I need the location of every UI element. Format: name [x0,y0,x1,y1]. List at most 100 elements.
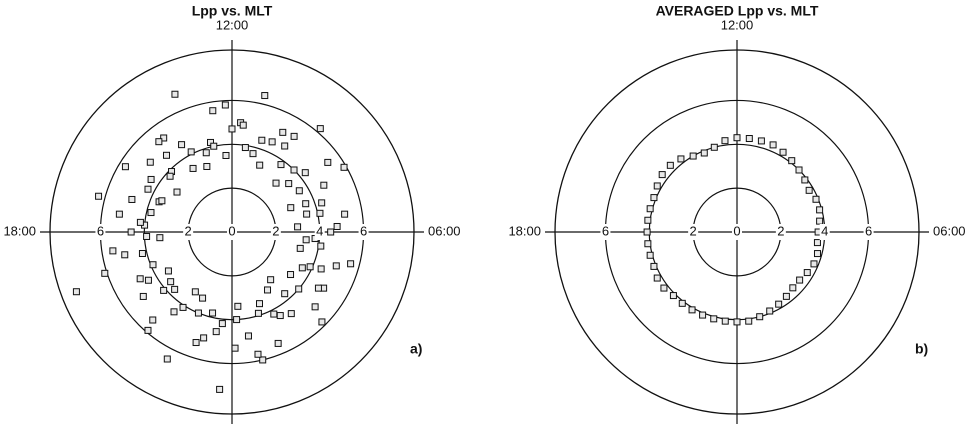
point [144,185,152,193]
label-bg [863,224,874,240]
point [317,265,325,273]
point [290,132,298,140]
point [317,242,325,250]
point [138,249,146,257]
point [158,197,166,205]
point [72,288,80,296]
point [306,263,314,271]
r-tick-label: 6 [97,223,104,238]
point [333,222,341,230]
point [302,236,310,244]
point [678,299,686,307]
point [210,142,218,150]
point [733,318,741,326]
label-bg [688,224,699,240]
r-tick-label: 4 [316,223,323,238]
point [805,186,813,194]
point [254,350,262,358]
point [173,188,181,196]
point [160,286,168,294]
point [166,172,174,180]
point [782,292,790,300]
point [147,209,155,217]
angle-tick-label: 06:00 [428,223,461,238]
point [272,179,280,187]
point [216,385,224,393]
point [813,250,821,258]
origin-label: 0 [733,223,740,238]
point [178,141,186,149]
point [95,192,103,200]
angle-tick-label: 12:00 [216,17,249,32]
panel-label: a) [410,341,422,357]
point [287,310,295,318]
point [314,284,322,292]
point [710,143,718,151]
point [311,303,319,311]
point [316,209,324,217]
point [234,302,242,310]
point [109,247,117,255]
point [287,204,295,212]
label-bg [775,224,786,240]
r-tick-label: 2 [777,223,784,238]
point [796,276,804,284]
point [816,217,824,225]
point [194,309,202,317]
point [256,300,264,308]
label-bg [600,224,611,240]
point [316,125,324,133]
point [285,180,293,188]
point [167,278,175,286]
label-bg [270,224,281,240]
point [156,234,164,242]
point [276,312,284,320]
point [259,356,267,364]
point [301,169,309,177]
point [136,275,144,283]
point [199,294,207,302]
chart-title: Lpp vs. MLT [192,3,273,19]
point [163,355,171,363]
r-tick-label: 2 [185,223,192,238]
point [294,223,302,231]
point [244,332,252,340]
point [160,134,168,142]
point [803,269,811,277]
point [267,276,275,284]
point [646,205,654,213]
point [192,339,200,347]
label-bg [732,224,742,240]
point [121,163,129,171]
point [677,155,685,163]
point [733,134,741,142]
label-bg [314,224,325,240]
point [115,210,123,218]
point [775,300,783,308]
point [228,125,236,133]
panel-label: b) [915,341,928,357]
point [745,317,753,325]
point [324,158,332,166]
point [264,286,272,294]
r-tick-label: 6 [865,223,872,238]
point [233,316,241,324]
point [128,195,136,203]
point [222,151,230,159]
point [795,166,803,174]
point [688,306,696,314]
point [101,269,109,277]
point [779,148,787,156]
point [340,163,348,171]
point [189,164,197,172]
point [721,137,729,145]
r-tick-label: 4 [821,223,828,238]
point [209,107,217,115]
point [239,121,247,129]
point [756,313,764,321]
r-tick-label: 6 [360,223,367,238]
point [170,308,178,316]
point [149,261,157,269]
point [121,251,129,259]
point [179,303,187,311]
